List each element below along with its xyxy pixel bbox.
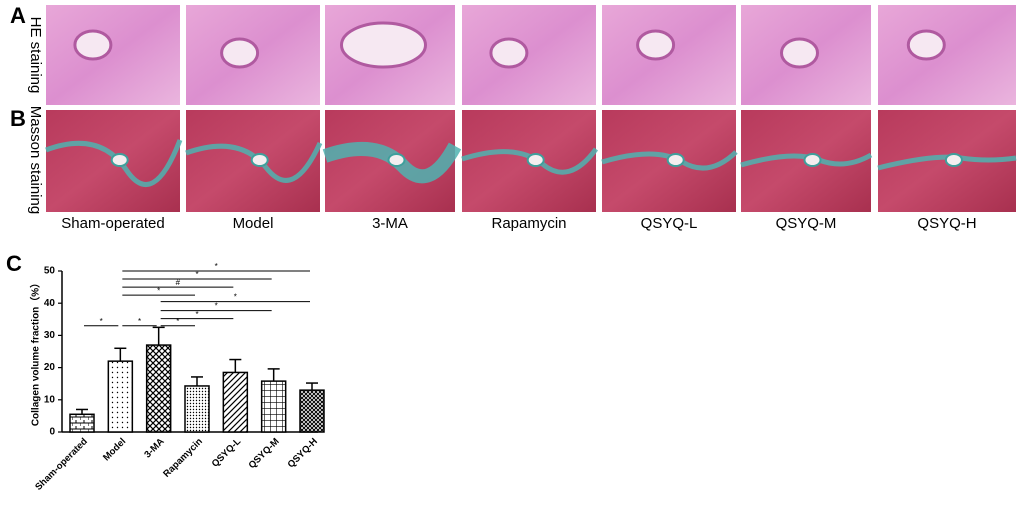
he-image (46, 5, 180, 105)
y-tick-label: 0 (49, 427, 55, 438)
bar (260, 380, 287, 433)
bar (107, 360, 134, 433)
x-tick-label: Rapamycin (161, 436, 205, 480)
group-label: QSYQ-L (641, 215, 698, 232)
significance-mark: * (176, 317, 179, 326)
bar (69, 413, 95, 433)
significance-mark: * (138, 317, 141, 326)
vessel (73, 29, 113, 61)
row-label: HE staining (27, 17, 44, 94)
significance-mark: * (195, 310, 198, 319)
significance-mark: * (215, 302, 218, 311)
bar (145, 344, 172, 433)
bar (184, 385, 210, 433)
micrographs (45, 5, 1017, 212)
y-tick-label: 10 (44, 394, 56, 405)
x-tick-label: 3-MA (142, 436, 166, 460)
significance-mark: # (176, 278, 181, 287)
significance-mark: * (157, 286, 160, 295)
vessel (110, 153, 129, 167)
vessel (489, 37, 529, 69)
significance-mark: * (215, 262, 218, 271)
y-tick-label: 30 (44, 330, 56, 341)
fibrosis (45, 139, 183, 188)
significance-mark: * (234, 293, 237, 302)
vessel (944, 153, 963, 167)
group-label: Model (233, 215, 274, 232)
row-label: Masson staining (27, 106, 44, 214)
vessel (780, 37, 819, 69)
x-tick-label: QSYQ-H (286, 436, 320, 470)
bar (222, 371, 249, 433)
y-tick-label: 50 (44, 266, 56, 277)
y-axis-label: Collagen volume fraction（%） (29, 278, 42, 426)
vessel (526, 153, 545, 167)
vessel (387, 153, 406, 167)
y-tick-label: 20 (44, 362, 56, 373)
fibrosis (185, 141, 323, 183)
vessel (906, 29, 946, 61)
y-tick-label: 40 (44, 298, 56, 309)
group-label: QSYQ-H (917, 215, 976, 232)
vessel (340, 21, 427, 69)
he-image (878, 5, 1016, 105)
panel-label: C (6, 251, 22, 276)
vessel (666, 153, 685, 167)
group-label: Sham-operated (61, 215, 164, 232)
he-image (462, 5, 596, 105)
panel-label: B (10, 106, 26, 131)
group-label: 3-MA (372, 215, 408, 232)
group-label: QSYQ-M (776, 215, 837, 232)
panel-label: A (10, 3, 26, 28)
vessel (250, 153, 269, 167)
significance-mark: * (195, 270, 198, 279)
fibrosis (322, 141, 462, 184)
significance-mark: * (100, 317, 103, 326)
x-tick-label: QSYQ-L (210, 436, 244, 470)
vessel (220, 37, 260, 69)
bar (299, 389, 325, 433)
x-tick-label: QSYQ-M (247, 436, 282, 471)
vessel (636, 29, 676, 61)
x-tick-label: Sham-operated (33, 436, 90, 493)
group-label: Rapamycin (491, 215, 566, 232)
vessel (803, 153, 822, 167)
x-tick-label: Model (101, 436, 128, 463)
